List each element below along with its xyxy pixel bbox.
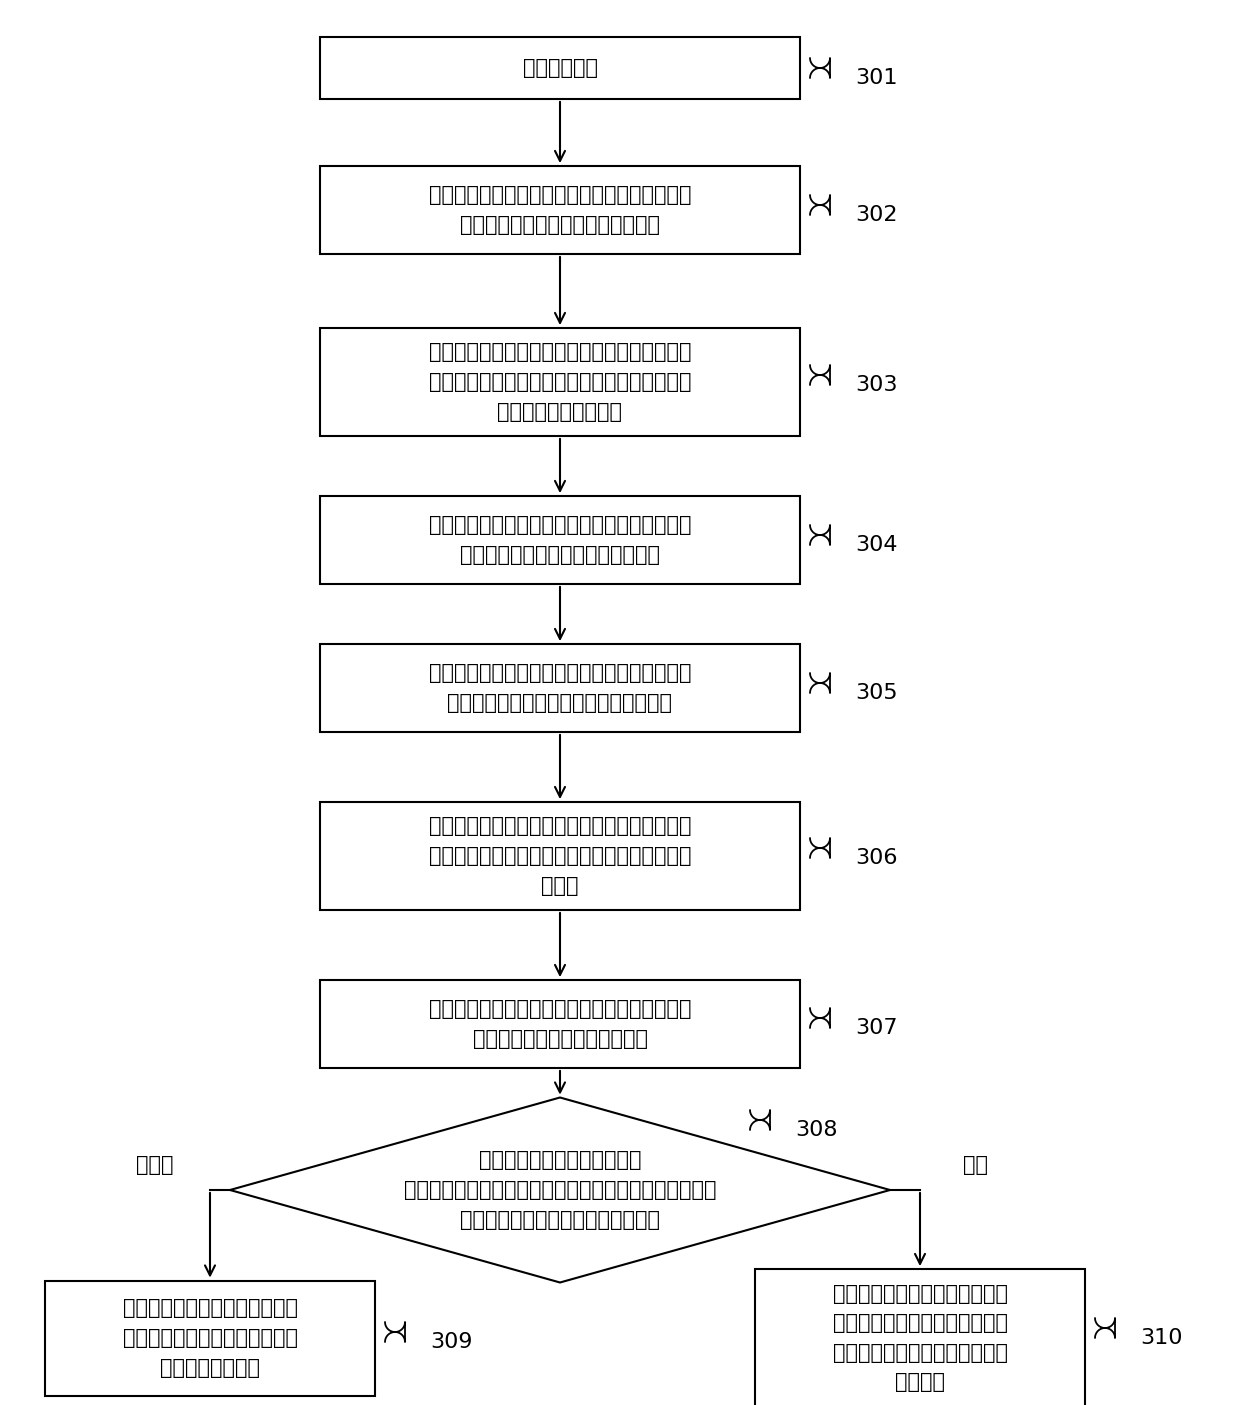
Text: 接收迁移请求: 接收迁移请求	[522, 58, 598, 79]
Text: 不相同: 不相同	[136, 1155, 174, 1175]
FancyBboxPatch shape	[320, 981, 800, 1068]
FancyBboxPatch shape	[755, 1269, 1085, 1405]
Text: 310: 310	[1140, 1328, 1183, 1347]
Text: 305: 305	[856, 683, 898, 702]
Text: 301: 301	[856, 67, 898, 89]
Text: 相同: 相同	[962, 1155, 987, 1175]
Text: 从该待迁移视频相关信息开始，
将该迁移数量对应的视频相关信
息迁移至该内存中: 从该待迁移视频相关信息开始， 将该迁移数量对应的视频相关信 息迁移至该内存中	[123, 1298, 298, 1377]
Text: 309: 309	[430, 1332, 472, 1352]
FancyBboxPatch shape	[45, 1280, 374, 1395]
Text: 从该排序后的视频相关信息中，将该迁移数量所
对应的视频相关信息迁移至该内存中: 从该排序后的视频相关信息中，将该迁移数量所 对应的视频相关信息迁移至该内存中	[429, 516, 691, 565]
Text: 306: 306	[856, 849, 898, 868]
FancyBboxPatch shape	[320, 37, 800, 98]
FancyBboxPatch shape	[320, 166, 800, 254]
FancyBboxPatch shape	[320, 802, 800, 910]
Text: 根据内存的大小以及单个视频相关信息的大小，
从排序后的视频相关信息中，获取需要迁移的视
频相关信息的迁移数量: 根据内存的大小以及单个视频相关信息的大小， 从排序后的视频相关信息中，获取需要迁…	[429, 343, 691, 422]
Text: 302: 302	[856, 205, 898, 225]
Text: 记录该迁移数量对应的视频相关信息中的最后一
个视频相关信息对应的时间信息以及标识: 记录该迁移数量对应的视频相关信息中的最后一 个视频相关信息对应的时间信息以及标识	[429, 663, 691, 712]
Text: 303: 303	[856, 375, 898, 395]
Text: 307: 307	[856, 1019, 898, 1038]
Text: 308: 308	[795, 1120, 837, 1139]
Text: 判断该待迁移的视频相关信息
对应的标识与该记录的该迁移数量对应的数据中的最后一
个视频相关信息对应的标识是否相同: 判断该待迁移的视频相关信息 对应的标识与该记录的该迁移数量对应的数据中的最后一 …	[404, 1151, 717, 1229]
Text: 根据记录的该迁移数量对应的视频相关信息中的
最后一个视频相关信息对应的时间信息，创建迁
移时间: 根据记录的该迁移数量对应的视频相关信息中的 最后一个视频相关信息对应的时间信息，…	[429, 816, 691, 895]
FancyBboxPatch shape	[320, 496, 800, 584]
Text: 304: 304	[856, 535, 898, 555]
Text: 从该待迁移视频相关信息的下一
个视频相关信息开始，将该迁移
数量对应的视频相关信息迁移至
该内存中: 从该待迁移视频相关信息的下一 个视频相关信息开始，将该迁移 数量对应的视频相关信…	[832, 1284, 1007, 1392]
FancyBboxPatch shape	[320, 327, 800, 436]
Text: 根据视频相关信息对应的时间信息，按照时间的
先后顺序，对视频相关信息进行排序: 根据视频相关信息对应的时间信息，按照时间的 先后顺序，对视频相关信息进行排序	[429, 185, 691, 235]
Text: 从排序后的视频相关信息中，获取时间信息大于
或等于该迁移时间的待迁移数据: 从排序后的视频相关信息中，获取时间信息大于 或等于该迁移时间的待迁移数据	[429, 999, 691, 1048]
Polygon shape	[229, 1097, 890, 1283]
FancyBboxPatch shape	[320, 643, 800, 732]
